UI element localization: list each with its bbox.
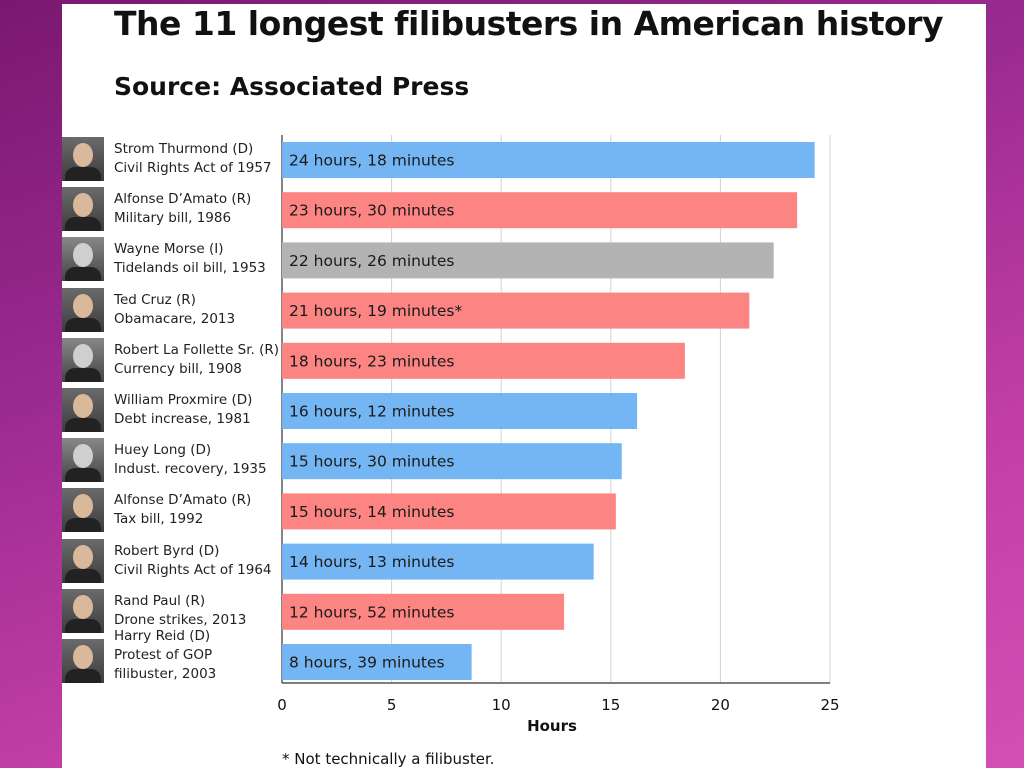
bar <box>282 142 815 178</box>
bill-description: Protest of GOP <box>114 647 213 663</box>
bar <box>282 443 622 480</box>
x-tick-label: 5 <box>387 696 397 714</box>
row-label: Strom Thurmond (D) Civil Rights Act of 19… <box>62 135 282 185</box>
row-label: Alfonse D’Amato (R) Tax bill, 1992 <box>62 486 282 536</box>
row-label: Robert La Follette Sr. (R) Currency bill,… <box>62 336 282 386</box>
portrait-photo <box>62 639 104 683</box>
bar-data-label: 22 hours, 26 minutes <box>289 252 454 270</box>
senator-name: Alfonse D’Amato (R) <box>114 492 252 509</box>
senator-name: Alfonse D’Amato (R) <box>114 191 252 208</box>
portrait-photo <box>62 388 104 432</box>
bar-data-label: 8 hours, 39 minutes <box>289 654 445 672</box>
row-label: Rand Paul (R) Drone strikes, 2013 <box>62 587 282 637</box>
bar-data-label: 15 hours, 30 minutes <box>289 453 454 471</box>
bar <box>282 292 750 329</box>
bill-description: Currency bill, 1908 <box>114 360 242 377</box>
bar <box>282 493 616 530</box>
row-label: Harry Reid (D) Protest of GOP filibuster, … <box>62 628 282 687</box>
bar <box>282 543 594 580</box>
footnote: * Not technically a filibuster. <box>282 750 495 768</box>
bill-description: Civil Rights Act of 1964 <box>114 561 272 578</box>
x-tick-label: 25 <box>820 696 839 714</box>
bill-description: Debt increase, 1981 <box>114 411 251 427</box>
bar-data-label: 12 hours, 52 minutes <box>289 603 454 621</box>
chart-subtitle: Source: Associated Press <box>114 72 470 101</box>
senator-name: Huey Long (D) <box>114 442 212 459</box>
bill-description: Civil Rights Act of 1957 <box>114 160 272 176</box>
bill-description: Obamacare, 2013 <box>114 310 236 327</box>
bar-data-label: 21 hours, 19 minutes* <box>289 302 462 320</box>
portrait-photo <box>62 137 104 181</box>
row-label: Huey Long (D) Indust. recovery, 1935 <box>62 436 282 486</box>
x-tick-label: 20 <box>711 696 730 714</box>
bar-data-label: 15 hours, 14 minutes <box>289 503 454 521</box>
portrait-photo <box>62 337 104 382</box>
row-label: Wayne Morse (I) Tidelands oil bill, 1953 <box>62 235 282 285</box>
slide: The 11 longest filibusters in American h… <box>62 4 986 768</box>
bar-chart: 24 hours, 18 minutes 23 hours, 30 minutes… <box>277 135 840 735</box>
portrait-photo <box>62 538 104 583</box>
portrait-photo <box>62 237 104 282</box>
senator-name: Ted Cruz (R) <box>114 291 196 308</box>
x-tick-label: 10 <box>492 696 511 714</box>
bill-description: Military bill, 1986 <box>114 210 232 227</box>
x-axis-title: Hours <box>527 717 577 735</box>
senator-name: Harry Reid (D) <box>114 628 211 644</box>
bill-description: Indust. recovery, 1935 <box>114 461 267 478</box>
bill-description: filibuster, 2003 <box>114 666 217 682</box>
senator-name: William Proxmire (D) <box>114 392 253 408</box>
bar <box>282 393 638 429</box>
senator-name: Strom Thurmond (D) <box>114 141 254 157</box>
row-label: Alfonse D’Amato (R) Military bill, 1986 <box>62 185 282 235</box>
bar-data-label: 24 hours, 18 minutes <box>289 152 454 170</box>
bar <box>282 644 472 680</box>
portrait-photo <box>62 588 104 633</box>
portrait-photo <box>62 287 104 332</box>
portrait-photo <box>62 438 104 483</box>
x-tick-label: 15 <box>601 696 620 714</box>
x-tick-label: 0 <box>277 696 287 714</box>
bar-data-label: 14 hours, 13 minutes <box>289 553 454 571</box>
bar-data-label: 23 hours, 30 minutes <box>289 202 454 220</box>
bar <box>282 192 798 229</box>
bill-description: Tidelands oil bill, 1953 <box>114 260 266 277</box>
bar <box>282 593 565 630</box>
bar-data-label: 18 hours, 23 minutes <box>289 352 454 370</box>
bill-description: Drone strikes, 2013 <box>114 611 247 628</box>
row-label: William Proxmire (D) Debt increase, 1981 <box>62 386 282 436</box>
row-label: Robert Byrd (D) Civil Rights Act of 1964 <box>62 537 282 587</box>
portrait-photo <box>62 488 104 533</box>
bar-data-label: 16 hours, 12 minutes <box>289 403 454 421</box>
bill-description: Tax bill, 1992 <box>114 511 204 528</box>
senator-name: Rand Paul (R) <box>114 592 206 609</box>
senator-name: Robert Byrd (D) <box>114 542 220 559</box>
row-label: Ted Cruz (R) Obamacare, 2013 <box>62 286 282 336</box>
senator-name: Wayne Morse (I) <box>114 241 224 258</box>
senator-name: Robert La Follette Sr. (R) <box>114 341 280 358</box>
bar <box>282 342 685 379</box>
chart-title: The 11 longest filibusters in American h… <box>114 4 943 43</box>
bar <box>282 242 774 279</box>
portrait-photo <box>62 187 104 232</box>
